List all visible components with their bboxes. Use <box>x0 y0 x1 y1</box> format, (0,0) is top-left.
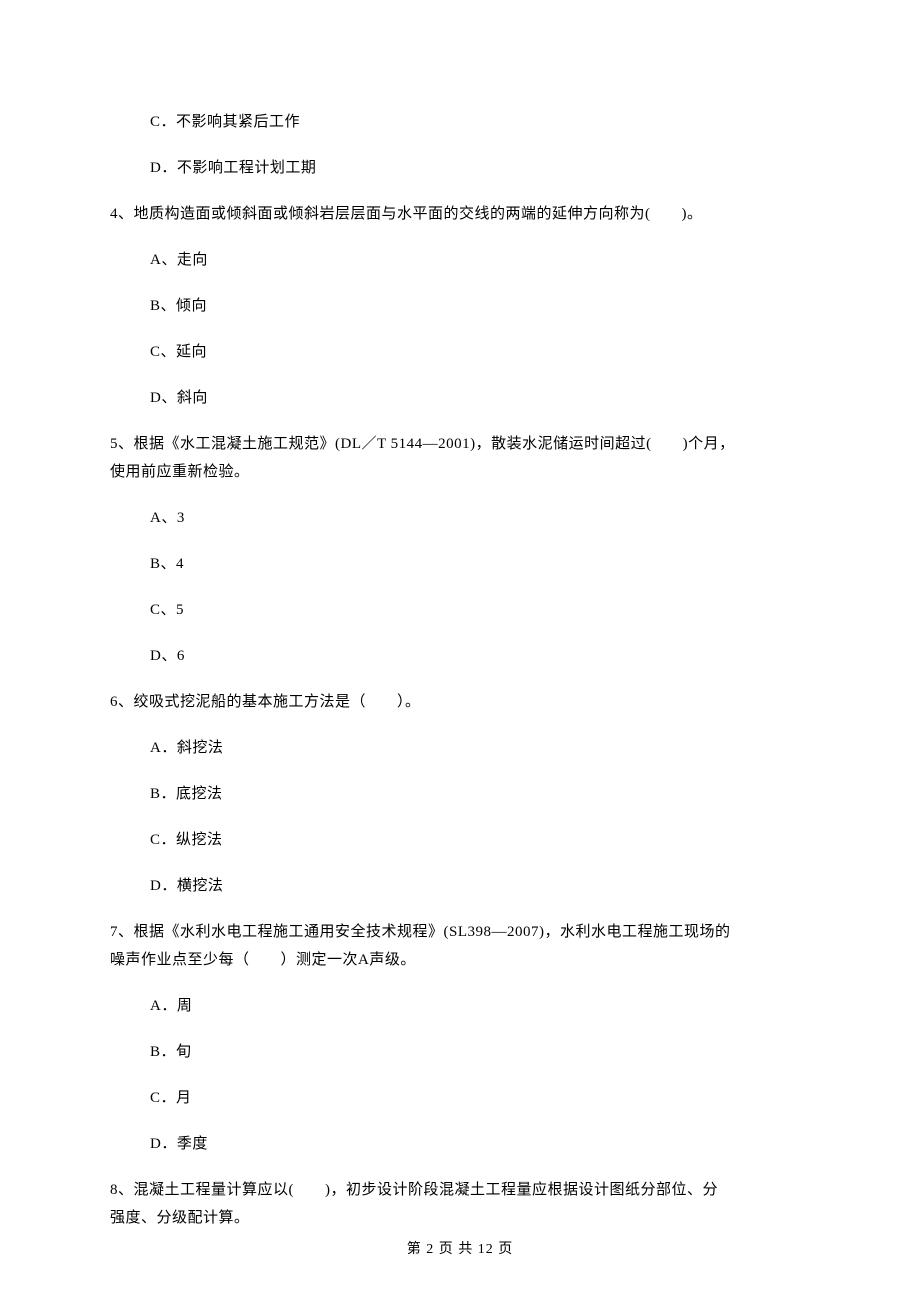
q5-option-b: B、4 <box>150 552 810 576</box>
q7-option-a: A．周 <box>150 994 810 1018</box>
q4-option-c: C、延向 <box>150 340 810 364</box>
q8-stem-line1: 8、混凝土工程量计算应以( )，初步设计阶段混凝土工程量应根据设计图纸分部位、分 <box>110 1178 810 1202</box>
q6-option-c: C．纵挖法 <box>150 828 810 852</box>
q4-option-d: D、斜向 <box>150 386 810 410</box>
q4-stem: 4、地质构造面或倾斜面或倾斜岩层层面与水平面的交线的两端的延伸方向称为( )。 <box>110 202 810 226</box>
q6-option-b: B．底挖法 <box>150 782 810 806</box>
q7-stem-line2: 噪声作业点至少每（ ）测定一次A声级。 <box>110 948 810 972</box>
q3-option-d: D．不影响工程计划工期 <box>150 156 810 180</box>
q4-option-a: A、走向 <box>150 248 810 272</box>
q4-option-b: B、倾向 <box>150 294 810 318</box>
q7-option-d: D．季度 <box>150 1132 810 1156</box>
q6-option-d: D．横挖法 <box>150 874 810 898</box>
q5-stem-line2: 使用前应重新检验。 <box>110 460 810 484</box>
q7-option-c: C．月 <box>150 1086 810 1110</box>
q7-stem-line1: 7、根据《水利水电工程施工通用安全技术规程》(SL398—2007)，水利水电工… <box>110 920 810 944</box>
q5-option-a: A、3 <box>150 506 810 530</box>
q8-stem-line2: 强度、分级配计算。 <box>110 1206 810 1230</box>
q7-option-b: B．旬 <box>150 1040 810 1064</box>
q6-option-a: A．斜挖法 <box>150 736 810 760</box>
q5-option-c: C、5 <box>150 598 810 622</box>
document-content: C．不影响其紧后工作 D．不影响工程计划工期 4、地质构造面或倾斜面或倾斜岩层层… <box>110 110 810 1230</box>
q5-stem-line1: 5、根据《水工混凝土施工规范》(DL／T 5144—2001)，散装水泥储运时间… <box>110 432 810 456</box>
page-footer: 第 2 页 共 12 页 <box>0 1238 920 1258</box>
q3-option-c: C．不影响其紧后工作 <box>150 110 810 134</box>
q5-option-d: D、6 <box>150 644 810 668</box>
q6-stem: 6、绞吸式挖泥船的基本施工方法是（ ）。 <box>110 690 810 714</box>
